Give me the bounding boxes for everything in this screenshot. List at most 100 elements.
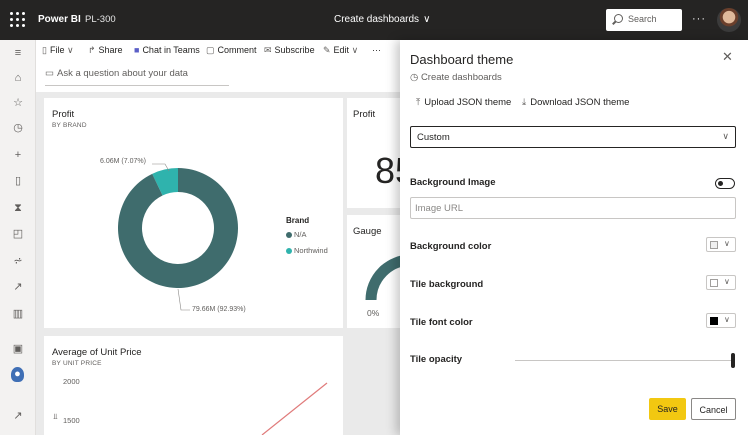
donut-chart [118,163,239,311]
save-button[interactable]: Save [649,398,686,420]
background-color-picker[interactable]: ∨ [706,237,736,252]
image-url-placeholder: Image URL [415,203,464,214]
legend-title: Brand [286,216,310,225]
teams-icon: ■ [134,45,140,55]
legend-item-northwind[interactable]: Northwind [286,246,328,255]
gauge-min-label: 0% [367,308,380,318]
tile-title: Profit [52,109,75,120]
clock-icon[interactable]: ◷ [13,122,23,134]
data-label-northwind: 6.06M (7.07%) [100,158,146,165]
star-icon[interactable]: ☆ [13,97,23,109]
app-launcher-icon[interactable] [10,12,26,28]
monitor-icon[interactable]: ▣ [12,343,24,355]
leader-line-na [177,288,190,311]
left-nav: ≡ ⌂ ☆ ◷ + ▯ ⧗ ◰ ⩫ ↗ ▥ ▣ ● ↗ [0,40,36,435]
chevron-down-icon: ∨ [423,14,431,25]
home-icon[interactable]: ⌂ [14,72,22,84]
background-image-label: Background Image [410,177,496,188]
app-name[interactable]: Power BI [38,14,81,25]
legend-item-na[interactable]: N/A [286,230,307,239]
tile-background-label: Tile background [410,279,484,290]
dashboard-title: Create dashboards [334,14,420,25]
upload-json-theme-button[interactable]: ⤒ Upload JSON theme [416,97,512,108]
workspace-icon[interactable]: ● [11,367,24,382]
background-image-toggle[interactable] [715,178,735,189]
command-bar: ▯ File ∨ ↱ Share ■ Chat in Teams ▢ Comment ✉… [36,40,400,62]
more-options-icon[interactable]: ··· [372,45,381,55]
plus-icon[interactable]: + [14,149,22,161]
file-menu[interactable]: ▯ File ∨ [42,45,74,55]
tile-subtitle: BY UNIT PRICE [52,360,102,367]
download-icon: ⤓ [522,97,527,108]
search-placeholder: Search [628,14,657,24]
pin-icon: ⫫ [53,412,58,421]
rocket-icon[interactable]: ↗ [13,281,23,293]
tile-title: Average of Unit Price [52,347,142,358]
upload-icon: ⤒ [416,97,421,108]
menu-icon[interactable]: ≡ [14,47,22,59]
top-bar: Power BI PL-300 Create dashboards ∨ Searc… [0,0,748,40]
comment-icon: ▢ [206,45,215,55]
y-tick-1500: 1500 [63,416,80,425]
tile-title: Gauge [353,226,382,237]
chat-bubble-icon: ▭ [45,68,54,79]
close-icon[interactable]: ✕ [722,49,733,64]
profit-by-brand-tile[interactable]: Profit BY BRAND 6.06M (7.07%) 79.66M (92… [44,98,343,328]
trophy-icon[interactable]: ⧗ [14,202,22,214]
tile-background-picker[interactable]: ∨ [706,275,736,290]
subscribe-button[interactable]: ✉ Subscribe [264,45,315,55]
pencil-icon: ✎ [323,45,331,55]
tile-opacity-track[interactable] [515,360,735,361]
edit-menu[interactable]: ✎ Edit ∨ [323,45,359,55]
cancel-button[interactable]: Cancel [691,398,736,420]
share-button[interactable]: ↱ Share [88,45,123,55]
image-url-input[interactable]: Image URL [410,197,736,219]
share-icon: ↱ [88,45,96,55]
book-icon[interactable]: ▥ [12,308,24,320]
download-json-theme-button[interactable]: ⤓ Download JSON theme [522,97,630,108]
unit-price-tile[interactable]: Average of Unit Price BY UNIT PRICE 2000… [44,336,343,435]
chevron-down-icon: ∨ [66,45,74,55]
mail-icon: ✉ [264,45,272,55]
theme-select-value: Custom [417,132,450,143]
panel-subtitle: ◷ Create dashboards [410,72,502,83]
tile-font-color-picker[interactable]: ∨ [706,313,736,328]
chevron-down-icon: ∨ [724,315,730,324]
dashboard-title-dropdown[interactable]: Create dashboards ∨ [334,14,430,25]
chevron-down-icon: ∨ [722,131,729,141]
theme-select[interactable]: Custom ∨ [410,126,736,148]
comment-button[interactable]: ▢ Comment [206,45,257,55]
tile-title: Profit [353,109,376,120]
apps-icon[interactable]: ◰ [12,228,24,240]
dashboard-canvas: Profit BY BRAND 6.06M (7.07%) 79.66M (92… [36,92,415,435]
tile-opacity-label: Tile opacity [410,354,463,365]
chevron-down-icon: ∨ [724,239,730,248]
search-box[interactable]: Search [606,9,682,31]
chevron-down-icon: ∨ [724,277,730,286]
avatar[interactable] [717,8,741,32]
tile-font-color-label: Tile font color [410,317,473,328]
share-icon[interactable]: ⩫ [13,255,23,267]
donut-slice-na[interactable] [118,168,239,288]
qa-placeholder: Ask a question about your data [56,68,188,79]
dashboard-icon: ◷ [410,72,419,83]
workspace-name[interactable]: PL-300 [85,14,116,25]
background-color-label: Background color [410,241,492,252]
tile-opacity-thumb[interactable] [731,353,735,368]
data-label-na: 79.66M (92.93%) [192,306,246,313]
profit-card-tile[interactable]: Profit 85 [347,98,415,208]
more-options-icon[interactable]: ··· [692,13,706,25]
qa-input[interactable]: ▭ Ask a question about your data [45,68,229,86]
line-chart [261,382,328,435]
dashboard-theme-panel: Dashboard theme ✕ ◷ Create dashboards ⤒ U… [400,40,748,435]
color-swatch [710,317,718,325]
database-icon[interactable]: ▯ [14,175,22,187]
chevron-down-icon: ∨ [351,45,359,55]
color-swatch [710,241,718,249]
panel-title: Dashboard theme [410,52,514,67]
search-icon [614,14,623,23]
expand-icon[interactable]: ↗ [13,410,23,422]
chat-in-teams-button[interactable]: ■ Chat in Teams [134,45,200,55]
gauge-tile[interactable]: Gauge 0% [347,215,407,328]
donut-slice-northwind[interactable] [152,168,178,196]
